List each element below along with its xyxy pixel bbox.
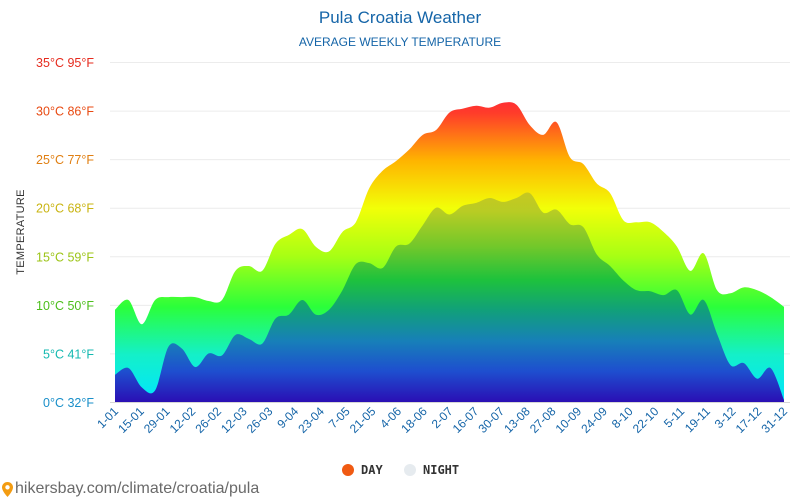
source-footer[interactable]: hikersbay.com/climate/croatia/pula xyxy=(2,480,259,498)
x-tick-label: 18-06 xyxy=(398,404,430,436)
x-tick-labels: 1-0115-0129-0112-0226-0212-0326-039-0423… xyxy=(94,404,790,436)
y-tick-label: 0°C 32°F xyxy=(43,396,94,410)
x-tick-label: 30-07 xyxy=(475,404,507,436)
x-tick-label: 22-10 xyxy=(630,404,662,436)
x-tick-label: 26-02 xyxy=(192,404,224,436)
x-tick-label: 17-12 xyxy=(733,404,765,436)
y-axis-label: TEMPERATURE xyxy=(15,189,27,275)
x-tick-label: 31-12 xyxy=(759,404,791,436)
x-tick-label: 27-08 xyxy=(527,404,559,436)
legend-item-night[interactable]: NIGHT xyxy=(404,463,459,477)
x-tick-label: 23-04 xyxy=(295,404,327,436)
legend: DAY NIGHT xyxy=(342,463,459,477)
location-pin-icon xyxy=(2,481,13,497)
y-tick-label: 30°C 86°F xyxy=(36,105,94,119)
x-tick-label: 29-01 xyxy=(141,404,173,436)
x-tick-label: 21-05 xyxy=(347,404,379,436)
y-tick-label: 5°C 41°F xyxy=(43,347,94,361)
x-tick-label: 12-03 xyxy=(218,404,250,436)
legend-item-day[interactable]: DAY xyxy=(342,463,383,477)
y-tick-labels: 0°C 32°F 5°C 41°F 10°C 50°F 15°C 59°F 20°C 6… xyxy=(36,56,94,410)
source-url: hikersbay.com/climate/croatia/pula xyxy=(15,480,260,497)
x-tick-label: 16-07 xyxy=(450,404,482,436)
y-tick-label: 20°C 68°F xyxy=(36,202,94,216)
x-tick-label: 15-01 xyxy=(115,404,147,436)
x-tick-label: 26-03 xyxy=(244,404,276,436)
y-tick-label: 10°C 50°F xyxy=(36,299,94,313)
legend-day-label: DAY xyxy=(361,463,383,477)
y-tick-label: 25°C 77°F xyxy=(36,153,94,167)
x-tick-label: 24-09 xyxy=(578,404,610,436)
x-tick-label: 13-08 xyxy=(501,404,533,436)
y-tick-label: 35°C 95°F xyxy=(36,56,94,70)
x-tick-label: 10-09 xyxy=(553,404,585,436)
chart-subtitle: AVERAGE WEEKLY TEMPERATURE xyxy=(299,35,501,49)
y-tick-label: 15°C 59°F xyxy=(36,250,94,264)
legend-night-label: NIGHT xyxy=(423,463,459,477)
chart-title: Pula Croatia Weather xyxy=(319,8,482,27)
legend-night-dot xyxy=(404,464,416,476)
legend-day-dot xyxy=(342,464,354,476)
night-temperature-area xyxy=(115,192,784,402)
x-tick-label: 19-11 xyxy=(682,404,713,435)
x-tick-label: 12-02 xyxy=(167,404,199,436)
